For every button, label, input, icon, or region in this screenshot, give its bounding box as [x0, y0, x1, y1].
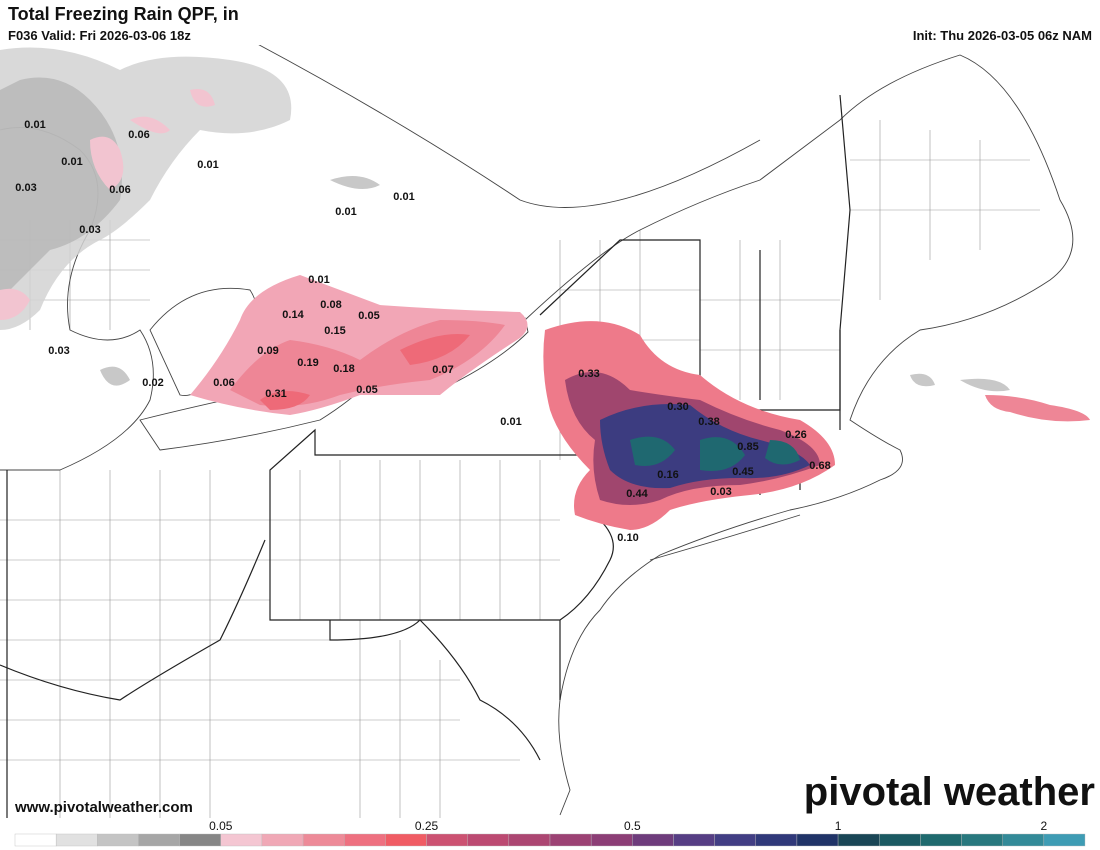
map-area [0, 39, 1090, 830]
point-label: 0.02 [142, 377, 163, 389]
point-label: 0.01 [24, 119, 45, 131]
coastline [524, 54, 1074, 816]
colorbar-segment [344, 833, 386, 847]
point-label: 0.03 [48, 345, 69, 357]
colorbar-segment [97, 833, 139, 847]
point-label: 0.06 [128, 129, 149, 141]
colorbar: 0.05 0.25 0.5 1 2 [14, 819, 1086, 847]
valid-time: F036 Valid: Fri 2026-03-06 18z [8, 28, 191, 43]
colorbar-label: 1 [835, 819, 842, 833]
point-label: 0.30 [667, 401, 688, 413]
colorbar-segment [879, 833, 921, 847]
precip-shading [0, 47, 1090, 530]
point-label: 0.03 [15, 182, 36, 194]
colorbar-segment [179, 833, 221, 847]
colorbar-label: 0.5 [624, 819, 641, 833]
header-band [0, 0, 1100, 45]
website: www.pivotalweather.com [14, 799, 193, 816]
colorbar-segment [220, 833, 263, 847]
point-label: 0.33 [578, 368, 599, 380]
point-label: 0.03 [710, 486, 731, 498]
colorbar-segment [55, 833, 98, 847]
point-label: 0.38 [698, 416, 719, 428]
colorbar-segment [961, 833, 1003, 847]
colorbar-segment [261, 833, 304, 847]
long-island [649, 514, 801, 561]
colorbar-segment [426, 833, 468, 847]
colorbar-segment [138, 833, 180, 847]
point-label: 0.14 [282, 309, 304, 321]
colorbar-segment [467, 833, 510, 847]
colorbar-segment [837, 833, 880, 847]
map-title: Total Freezing Rain QPF, in [8, 4, 239, 24]
point-label: 0.06 [213, 377, 234, 389]
point-label: 0.44 [626, 488, 648, 500]
colorbar-segment [920, 833, 962, 847]
point-label: 0.18 [333, 363, 354, 375]
point-label: 0.01 [308, 274, 329, 286]
point-label: 0.08 [320, 299, 341, 311]
point-label: 0.15 [324, 325, 345, 337]
point-label: 0.10 [617, 532, 638, 544]
colorbar-segment [1043, 833, 1086, 847]
colorbar-segment [755, 833, 798, 847]
point-label: 0.68 [809, 460, 830, 472]
point-labels: 0.01 0.06 0.01 0.01 0.03 0.06 0.01 0.01 0.03 0.01… [15, 119, 830, 544]
colorbar-label: 0.25 [415, 819, 439, 833]
point-label: 0.16 [657, 469, 678, 481]
point-label: 0.31 [265, 388, 286, 400]
st-lawrence [249, 39, 761, 208]
point-label: 0.01 [393, 191, 414, 203]
point-label: 0.85 [737, 441, 758, 453]
colorbar-segment [1002, 833, 1045, 847]
colorbar-segment [632, 833, 674, 847]
point-label: 0.26 [785, 429, 806, 441]
point-label: 0.19 [297, 357, 318, 369]
colorbar-segment [714, 833, 756, 847]
colorbar-segment [590, 833, 633, 847]
colorbar-label: 2 [1041, 819, 1048, 833]
point-label: 0.45 [732, 466, 753, 478]
colorbar-label: 0.05 [209, 819, 233, 833]
point-label: 0.01 [197, 159, 218, 171]
point-label: 0.07 [432, 364, 453, 376]
colorbar-segment [796, 833, 839, 847]
point-label: 0.06 [109, 184, 130, 196]
point-label: 0.01 [61, 156, 82, 168]
point-label: 0.01 [335, 206, 356, 218]
point-label: 0.01 [500, 416, 521, 428]
point-label: 0.03 [79, 224, 100, 236]
colorbar-segment [673, 833, 715, 847]
colorbar-segment [14, 833, 57, 847]
point-label: 0.05 [356, 384, 377, 396]
southern-borders [0, 539, 561, 761]
logo: pivotal weather [804, 770, 1095, 814]
point-label: 0.05 [358, 310, 379, 322]
init-time: Init: Thu 2026-03-05 06z NAM [913, 28, 1092, 43]
colorbar-segment [302, 833, 345, 847]
point-label: 0.09 [257, 345, 278, 357]
colorbar-segment [508, 833, 551, 847]
colorbar-segment [385, 833, 427, 847]
colorbar-segment [549, 833, 592, 847]
